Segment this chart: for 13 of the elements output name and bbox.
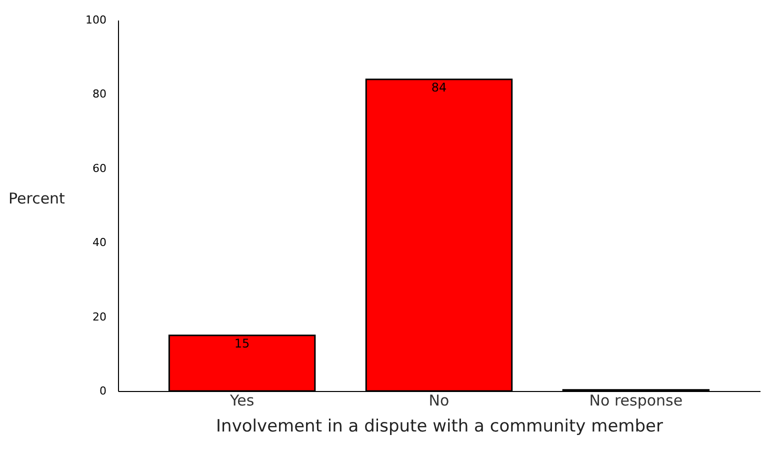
y-tick-label: 0 (100, 384, 106, 398)
x-axis-title: Involvement in a dispute with a community member (216, 416, 663, 436)
y-tick-label: 40 (92, 236, 106, 250)
data-label: 15 (234, 336, 250, 350)
data-label: 84 (431, 80, 447, 94)
x-tick-label: Yes (228, 392, 254, 410)
y-tick-label: 60 (92, 162, 106, 175)
x-tick-label: No response (589, 392, 683, 410)
y-tick-label: 20 (92, 310, 106, 324)
y-tick-label: 100 (86, 14, 106, 26)
x-tick-label: No (428, 392, 450, 410)
y-tick-label: 80 (92, 88, 106, 101)
y-axis-title: Percent (8, 190, 66, 208)
